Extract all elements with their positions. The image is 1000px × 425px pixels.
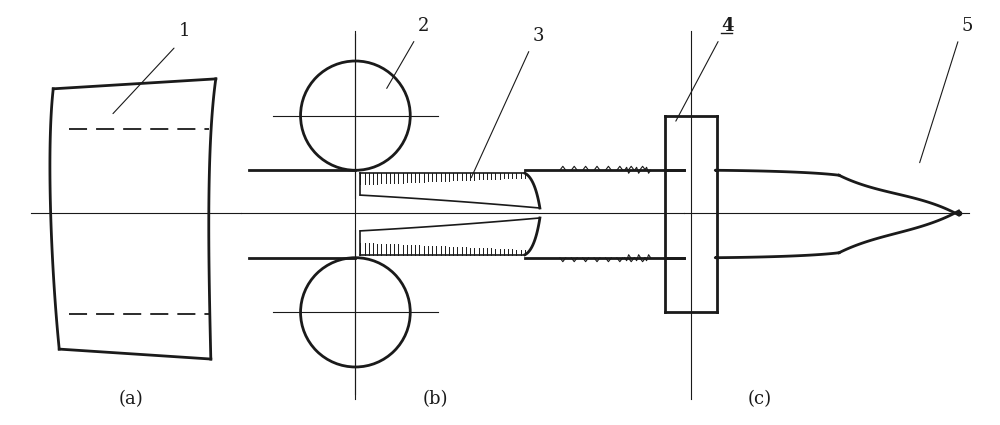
Text: 3: 3 xyxy=(533,27,544,45)
Text: 1: 1 xyxy=(179,22,190,40)
Text: (b): (b) xyxy=(422,390,448,408)
Text: (c): (c) xyxy=(747,390,771,408)
Text: 4: 4 xyxy=(721,17,734,35)
Text: 2: 2 xyxy=(418,17,430,35)
Text: (a): (a) xyxy=(119,390,143,408)
Text: 5: 5 xyxy=(962,17,973,35)
